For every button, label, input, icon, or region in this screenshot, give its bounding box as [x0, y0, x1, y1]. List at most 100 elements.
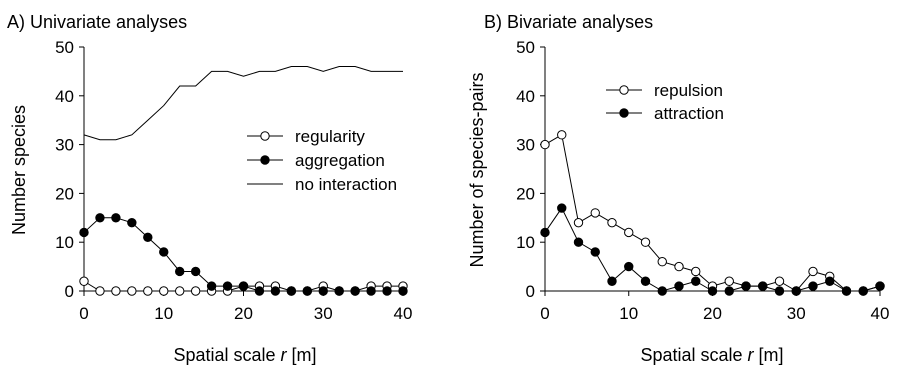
- series-aggregation: [79, 213, 408, 296]
- legend-marker: [260, 131, 270, 141]
- legend-label: regularity: [295, 127, 365, 146]
- series-line: [83, 66, 403, 141]
- data-point: [334, 286, 344, 296]
- data-point: [691, 276, 701, 286]
- data-point: [774, 286, 785, 296]
- data-point: [159, 286, 169, 296]
- data-point: [286, 286, 297, 296]
- data-point: [573, 237, 584, 247]
- data-point: [95, 286, 105, 296]
- x-axis-label-variable: r: [748, 345, 755, 365]
- data-point: [127, 286, 137, 296]
- chart-title: B) Bivariate analyses: [484, 12, 653, 32]
- data-point: [758, 281, 768, 291]
- data-point: [222, 281, 233, 291]
- y-tick-label: 50: [516, 38, 535, 57]
- y-tick-label: 40: [516, 87, 535, 106]
- series-repulsion: [540, 130, 885, 296]
- legend-label: attraction: [654, 104, 724, 123]
- x-tick-label: 20: [234, 304, 253, 323]
- data-point: [841, 286, 852, 296]
- legend-entry: regularity: [247, 127, 365, 146]
- data-point: [858, 286, 868, 296]
- legend-marker: [260, 155, 270, 165]
- data-point: [159, 247, 169, 257]
- x-axis-label-unit: [m]: [754, 345, 784, 365]
- data-point: [791, 286, 801, 296]
- legend-marker: [619, 85, 629, 95]
- y-tick-label: 0: [65, 282, 74, 301]
- x-tick-label: 0: [540, 304, 549, 323]
- data-point: [270, 286, 281, 296]
- data-point: [724, 276, 734, 286]
- y-tick-label: 0: [526, 282, 535, 301]
- data-point: [398, 286, 408, 296]
- data-point: [302, 286, 312, 296]
- x-tick-label: 30: [314, 304, 333, 323]
- data-point: [607, 217, 617, 228]
- data-point: [674, 261, 684, 272]
- data-point: [624, 261, 634, 272]
- data-point: [557, 203, 567, 213]
- data-point: [707, 286, 718, 296]
- data-point: [79, 227, 89, 238]
- legend-marker: [619, 108, 629, 118]
- data-point: [607, 276, 617, 286]
- x-axis-label: Spatial scale r [m]: [640, 345, 783, 365]
- data-point: [190, 266, 201, 277]
- x-axis-label-variable: r: [281, 345, 288, 365]
- legend-label: aggregation: [295, 151, 385, 170]
- data-point: [95, 213, 105, 223]
- data-point: [590, 247, 600, 257]
- data-point: [741, 281, 751, 291]
- data-point: [382, 286, 392, 296]
- data-point: [640, 237, 651, 247]
- data-point: [657, 257, 667, 267]
- chart-title: A) Univariate analyses: [7, 12, 187, 32]
- data-point: [674, 281, 684, 291]
- x-tick-label: 40: [871, 304, 890, 323]
- y-axis-label: Number species: [9, 105, 29, 235]
- data-point: [573, 217, 584, 228]
- y-tick-label: 50: [55, 38, 74, 57]
- series-line: [83, 217, 403, 292]
- y-tick-label: 40: [55, 87, 74, 106]
- x-tick-label: 10: [619, 304, 638, 323]
- data-point: [724, 286, 734, 296]
- y-tick-label: 20: [55, 184, 74, 203]
- data-point: [657, 286, 667, 296]
- x-axis-label: Spatial scale r [m]: [173, 345, 316, 365]
- data-point: [590, 208, 600, 218]
- data-point: [111, 213, 121, 223]
- series-no-interaction: [83, 66, 403, 141]
- data-point: [366, 286, 376, 296]
- legend-entry: no interaction: [247, 175, 397, 194]
- data-point: [190, 286, 201, 296]
- data-point: [875, 281, 885, 291]
- y-axis-label: Number of species-pairs: [467, 72, 487, 267]
- data-point: [318, 286, 328, 296]
- data-point: [640, 276, 651, 286]
- data-point: [808, 281, 818, 291]
- y-tick-label: 10: [55, 233, 74, 252]
- data-point: [175, 286, 185, 296]
- data-point: [111, 286, 121, 296]
- data-point: [808, 266, 818, 277]
- data-point: [238, 281, 249, 291]
- y-tick-label: 20: [516, 184, 535, 203]
- chart-panel-b: B) Bivariate analyses 0 10 20 30 40 50 0 10 20 30 4…: [467, 12, 889, 365]
- data-point: [350, 286, 360, 296]
- data-point: [774, 276, 785, 286]
- y-tick-label: 30: [55, 136, 74, 155]
- data-point: [557, 130, 567, 140]
- data-point: [143, 286, 153, 296]
- legend-entry: attraction: [606, 104, 724, 123]
- data-point: [206, 281, 217, 291]
- data-point: [254, 286, 265, 296]
- data-point: [127, 217, 137, 228]
- x-tick-label: 10: [154, 304, 173, 323]
- x-tick-label: 0: [79, 304, 88, 323]
- data-point: [624, 227, 634, 238]
- data-point: [175, 266, 185, 277]
